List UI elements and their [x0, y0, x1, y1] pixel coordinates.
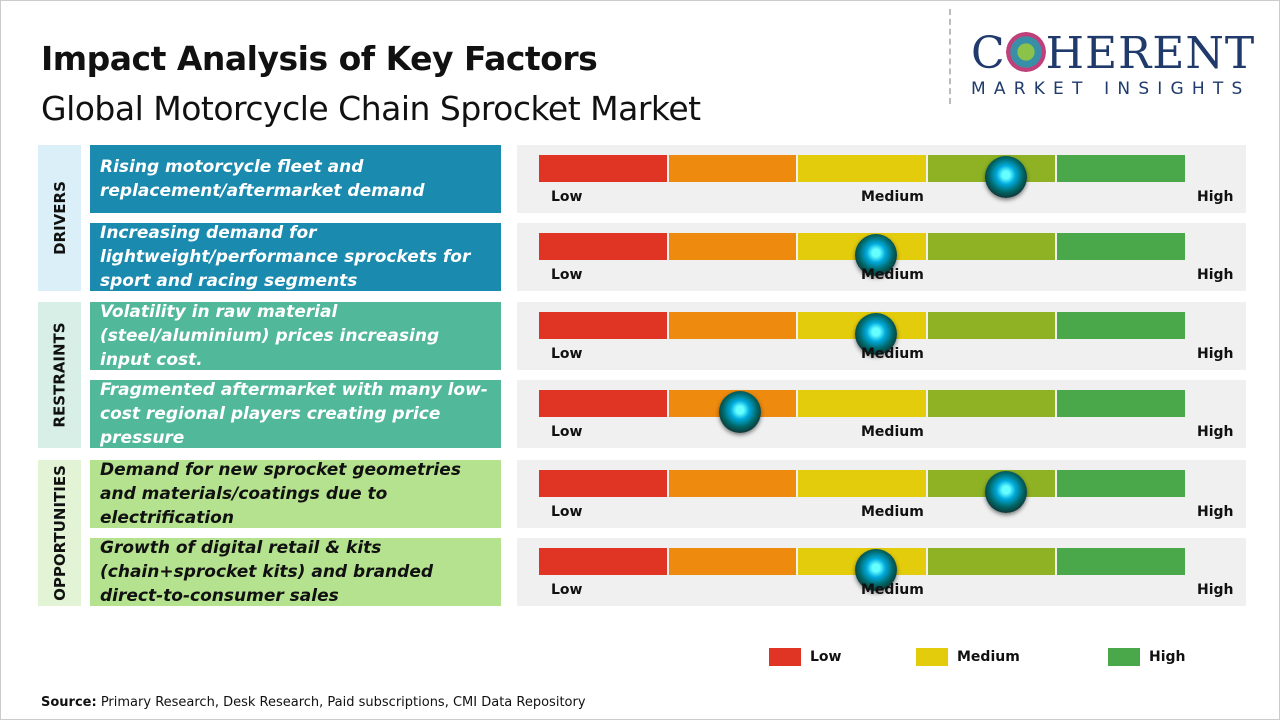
impact-indicator-knob: [854, 234, 897, 276]
impact-scale-bar: [539, 312, 1187, 355]
scale-segment-mid_high: [927, 390, 1056, 417]
legend-swatch-medium: [916, 648, 948, 666]
scale-label-medium: Medium: [861, 504, 924, 520]
scale-label-medium: Medium: [861, 582, 924, 598]
legend-high: High: [1108, 648, 1186, 666]
scale-segment-medium: [798, 470, 926, 497]
scale-label-high: High: [1197, 504, 1234, 520]
scale-segment-high: [1057, 470, 1185, 497]
scale-label-low: Low: [551, 189, 583, 205]
category-drivers: DRIVERS: [38, 145, 81, 291]
factor-text: Rising motorcycle fleet and replacement/…: [90, 145, 501, 213]
legend-medium: Medium: [916, 648, 1020, 666]
scale-segment-low: [539, 312, 667, 339]
logo: C HERENT MARKET INSIGHTS: [971, 28, 1256, 100]
impact-indicator-knob: [718, 391, 761, 433]
scale-label-low: Low: [551, 504, 583, 520]
factor-text: Demand for new sprocket geometries and m…: [90, 460, 501, 528]
factor-text: Increasing demand for lightweight/perfor…: [90, 223, 501, 291]
scale-label-high: High: [1197, 346, 1234, 362]
impact-gauge: Low Medium High: [517, 538, 1246, 606]
factor-text: Growth of digital retail & kits (chain+s…: [90, 538, 501, 606]
category-opportunities: OPPORTUNITIES: [38, 460, 81, 606]
legend-swatch-low: [769, 648, 801, 666]
scale-label-low: Low: [551, 346, 583, 362]
scale-segment-mid_high: [927, 233, 1056, 260]
divider: [949, 9, 951, 104]
factor-text: Volatility in raw material (steel/alumin…: [90, 302, 501, 370]
impact-gauge: Low Medium High: [517, 302, 1246, 370]
impact-gauge: Low Medium High: [517, 380, 1246, 448]
scale-label-low: Low: [551, 582, 583, 598]
scale-segment-high: [1057, 155, 1185, 182]
impact-indicator-knob: [984, 471, 1027, 513]
scale-label-high: High: [1197, 582, 1234, 598]
scale-segment-mid_high: [927, 312, 1056, 339]
scale-segment-low: [539, 390, 667, 417]
scale-segment-low: [539, 155, 667, 182]
scale-segment-high: [1057, 548, 1185, 575]
scale-segment-low: [539, 233, 667, 260]
scale-segment-high: [1057, 390, 1185, 417]
scale-label-medium: Medium: [861, 424, 924, 440]
impact-indicator-knob: [854, 549, 897, 591]
scale-segment-low_mid: [668, 312, 797, 339]
scale-segment-low_mid: [668, 155, 797, 182]
globe-icon: [1005, 32, 1046, 72]
impact-scale-bar: [539, 470, 1187, 513]
impact-scale-bar: [539, 233, 1187, 276]
scale-segment-high: [1057, 233, 1185, 260]
scale-segment-high: [1057, 312, 1185, 339]
scale-segment-medium: [798, 155, 926, 182]
scale-segment-low_mid: [668, 233, 797, 260]
legend-low: Low: [769, 648, 841, 666]
impact-scale-bar: [539, 390, 1187, 433]
impact-indicator-knob: [984, 156, 1027, 198]
legend-swatch-high: [1108, 648, 1140, 666]
factor-text: Fragmented aftermarket with many low-cos…: [90, 380, 501, 448]
scale-label-medium: Medium: [861, 346, 924, 362]
source-note: Source: Primary Research, Desk Research,…: [41, 695, 586, 710]
impact-gauge: Low Medium High: [517, 145, 1246, 213]
scale-segment-low: [539, 548, 667, 575]
scale-segment-low: [539, 470, 667, 497]
category-restraints: RESTRAINTS: [38, 302, 81, 448]
impact-scale-bar: [539, 548, 1187, 591]
impact-gauge: Low Medium High: [517, 223, 1246, 291]
scale-label-low: Low: [551, 267, 583, 283]
scale-label-low: Low: [551, 424, 583, 440]
scale-label-medium: Medium: [861, 267, 924, 283]
scale-label-high: High: [1197, 424, 1234, 440]
scale-label-high: High: [1197, 267, 1234, 283]
impact-gauge: Low Medium High: [517, 460, 1246, 528]
scale-segment-mid_high: [927, 548, 1056, 575]
scale-segment-low_mid: [668, 470, 797, 497]
page-subtitle: Global Motorcycle Chain Sprocket Market: [41, 89, 701, 128]
scale-label-medium: Medium: [861, 189, 924, 205]
scale-segment-medium: [798, 390, 926, 417]
page-title: Impact Analysis of Key Factors: [41, 39, 598, 78]
scale-label-high: High: [1197, 189, 1234, 205]
impact-scale-bar: [539, 155, 1187, 198]
scale-segment-low_mid: [668, 548, 797, 575]
impact-indicator-knob: [854, 313, 897, 355]
